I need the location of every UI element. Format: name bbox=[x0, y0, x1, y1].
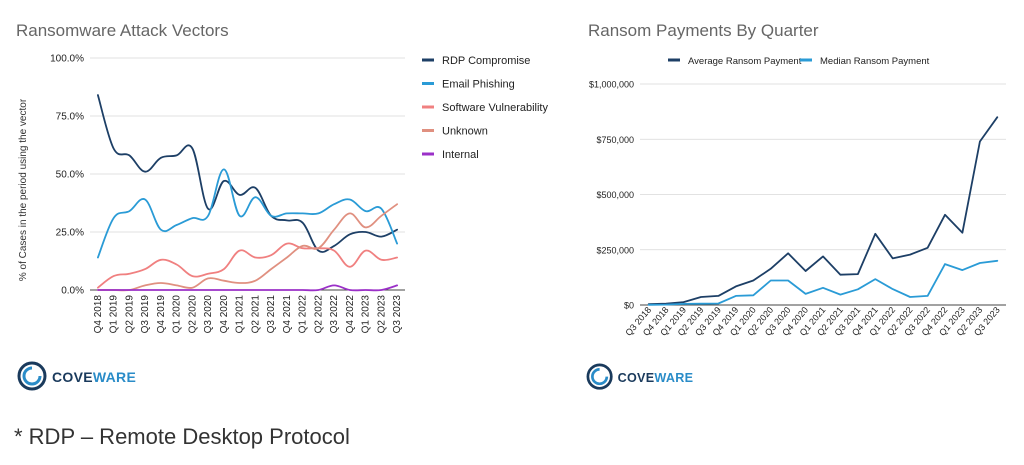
logo-text-cove: COVE bbox=[52, 369, 93, 385]
series-line-unknown bbox=[97, 203, 398, 292]
y-tick-label: $250,000 bbox=[596, 245, 634, 255]
logo-ring-inner bbox=[22, 366, 42, 386]
ransom-payments-gridlines bbox=[640, 83, 1006, 306]
x-tick-label: Q2 2022 bbox=[313, 295, 324, 334]
x-tick-label: Q2 2019 bbox=[124, 295, 135, 334]
ransom-payments-legend: Average Ransom Payment Median Ransom Paym… bbox=[668, 56, 930, 67]
logo-ring-inner bbox=[591, 368, 609, 386]
x-tick-label: Q4 2018 bbox=[93, 295, 104, 334]
y-tick-label: 25.0% bbox=[56, 228, 84, 239]
series-line-median-ransom-payment bbox=[647, 259, 999, 306]
logo-wordmark: COVEWARE bbox=[52, 369, 136, 385]
logo-wordmark: COVEWARE bbox=[618, 371, 694, 385]
x-tick-label: Q3 2021 bbox=[266, 295, 277, 334]
x-tick-label: Q4 2019 bbox=[156, 295, 167, 334]
ransom-payments-series bbox=[647, 116, 999, 306]
attack-vectors-x-ticks: Q4 2018 Q1 2019 Q2 2019 Q3 2019 Q4 2019 Q1 20… bbox=[93, 295, 403, 334]
x-tick-label: Q4 2022 bbox=[345, 295, 356, 334]
attack-vectors-y-axis-label: % of Cases in the period using the vecto… bbox=[18, 98, 29, 281]
attack-vectors-legend: RDP Compromise Email Phishing Software Vul… bbox=[422, 55, 548, 161]
x-tick-label: Q2 2021 bbox=[250, 295, 261, 334]
y-tick-label: $500,000 bbox=[596, 190, 634, 200]
x-tick-label: Q3 2020 bbox=[203, 295, 214, 334]
legend-label-rdp-compromise: RDP Compromise bbox=[442, 55, 530, 67]
x-tick-label: Q4 2020 bbox=[219, 295, 230, 334]
coveware-logo-left: COVEWARE bbox=[17, 361, 136, 391]
ransom-payments-title: Ransom Payments By Quarter bbox=[588, 21, 819, 40]
ransom-payments-chart: Ransom Payments By Quarter $0 $250,000 $50… bbox=[588, 21, 1006, 338]
attack-vectors-gridlines bbox=[90, 57, 405, 291]
attack-vectors-series bbox=[97, 94, 398, 292]
logo-ring-outer bbox=[17, 361, 47, 391]
x-tick-label: Q3 2023 bbox=[392, 295, 403, 334]
attack-vectors-y-ticks: 0.0% 25.0% 50.0% 75.0% 100.0% bbox=[50, 54, 84, 297]
x-tick-label: Q1 2023 bbox=[361, 295, 372, 334]
logo-text-ware: WARE bbox=[93, 369, 136, 385]
series-line-email-phishing bbox=[97, 168, 398, 259]
coveware-logo-right: COVEWARE bbox=[586, 363, 694, 390]
x-tick-label: Q3 2022 bbox=[329, 295, 340, 334]
x-tick-label: Q4 2021 bbox=[282, 295, 293, 334]
y-tick-label: 75.0% bbox=[56, 112, 84, 123]
y-tick-label: 50.0% bbox=[56, 170, 84, 181]
x-tick-label: Q1 2020 bbox=[172, 295, 183, 334]
x-tick-label: Q2 2023 bbox=[376, 295, 387, 334]
x-tick-label: Q1 2022 bbox=[298, 295, 309, 334]
logo-text-ware: WARE bbox=[654, 371, 693, 385]
ransom-payments-y-ticks: $0 $250,000 $500,000 $750,000 $1,000,000 bbox=[589, 80, 634, 311]
legend-label-internal: Internal bbox=[442, 149, 479, 161]
logo-text-cove: COVE bbox=[618, 371, 655, 385]
x-tick-label: Q1 2021 bbox=[235, 295, 246, 334]
footnote: * RDP – Remote Desktop Protocol bbox=[14, 424, 350, 449]
series-line-average-ransom-payment bbox=[647, 116, 999, 305]
y-tick-label: $750,000 bbox=[596, 135, 634, 145]
logo-ring-outer bbox=[586, 363, 613, 390]
x-tick-label: Q2 2020 bbox=[187, 295, 198, 334]
y-tick-label: $0 bbox=[624, 301, 634, 311]
x-tick-label: Q1 2019 bbox=[109, 295, 120, 334]
y-tick-label: 0.0% bbox=[61, 286, 84, 297]
x-tick-label: Q3 2019 bbox=[140, 295, 151, 334]
legend-label-average-ransom-payment: Average Ransom Payment bbox=[688, 56, 802, 67]
legend-label-median-ransom-payment: Median Ransom Payment bbox=[820, 56, 930, 67]
y-tick-label: 100.0% bbox=[50, 54, 84, 65]
attack-vectors-chart: Ransomware Attack Vectors % of Cases in … bbox=[16, 21, 548, 333]
y-tick-label: $1,000,000 bbox=[589, 80, 634, 90]
legend-label-software-vulnerability: Software Vulnerability bbox=[442, 102, 548, 114]
series-line-rdp-compromise bbox=[97, 94, 398, 253]
legend-label-unknown: Unknown bbox=[442, 126, 488, 138]
series-line-internal bbox=[97, 284, 398, 292]
attack-vectors-title: Ransomware Attack Vectors bbox=[16, 21, 229, 40]
series-line-software-vulnerability bbox=[97, 242, 398, 289]
legend-label-email-phishing: Email Phishing bbox=[442, 79, 515, 91]
